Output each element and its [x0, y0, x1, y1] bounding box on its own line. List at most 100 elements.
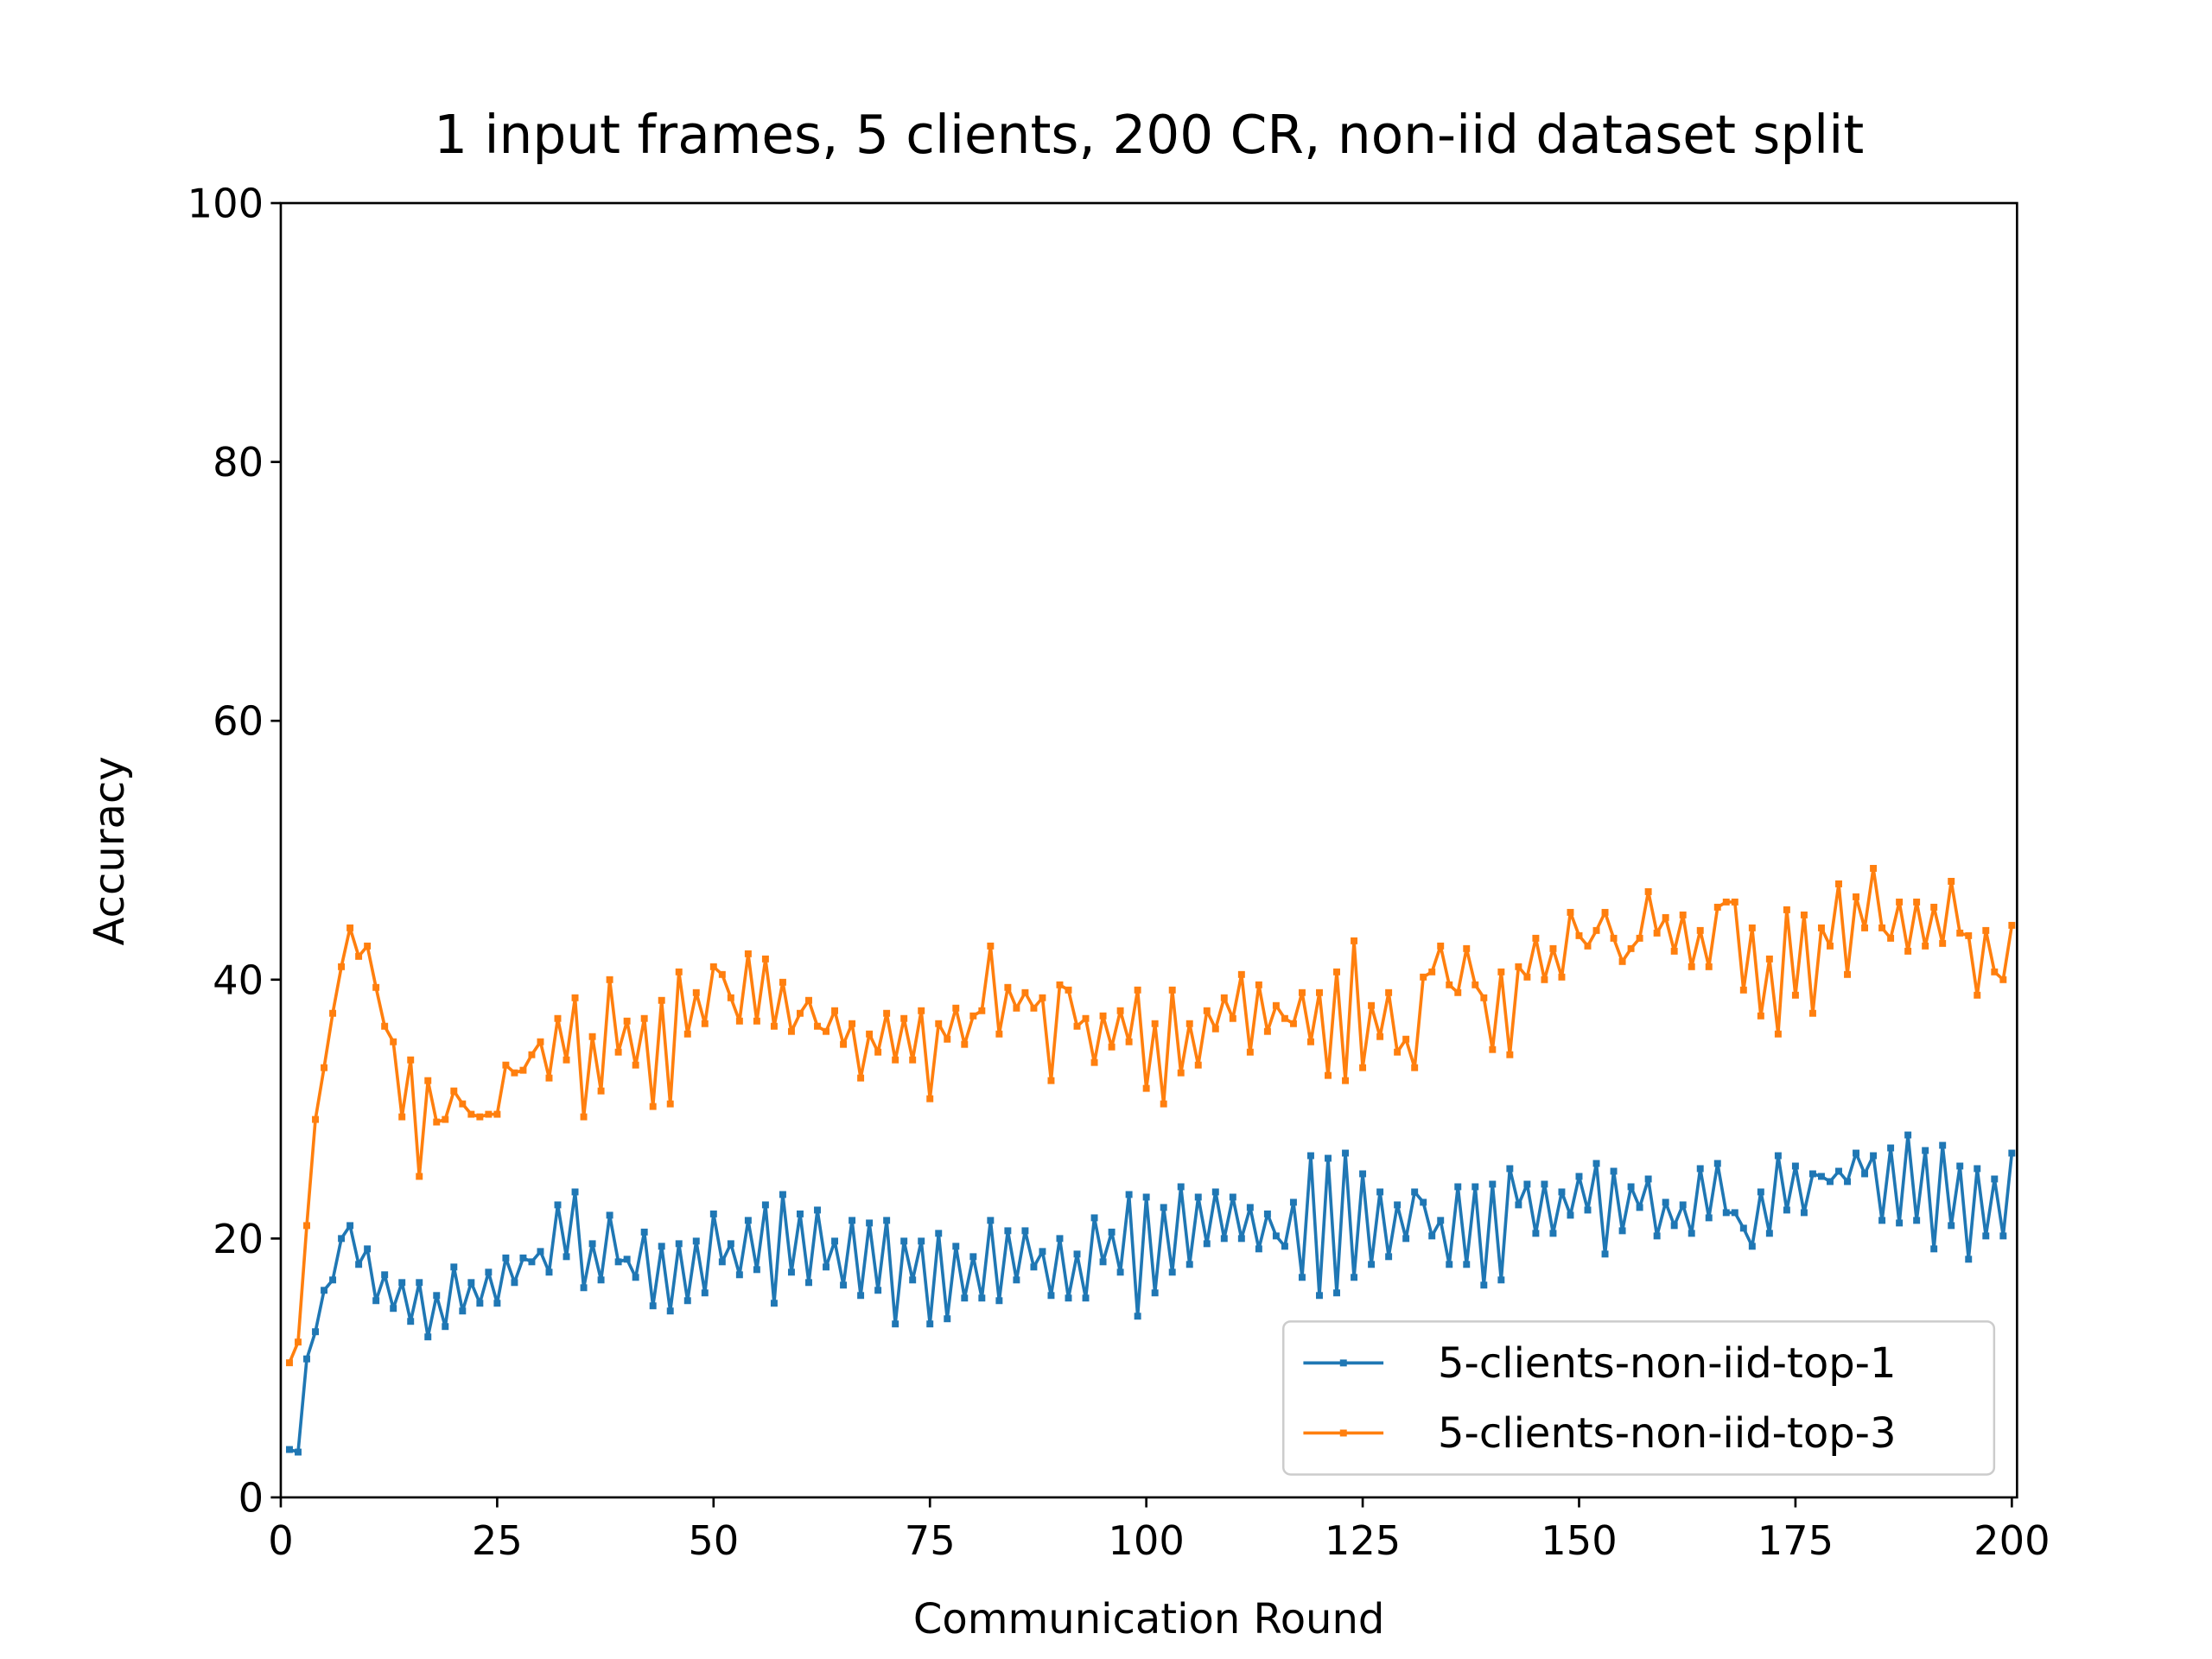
data-point	[1913, 1217, 1921, 1224]
series-line	[289, 1133, 2014, 1454]
data-point	[1515, 963, 1522, 970]
data-point	[675, 968, 683, 976]
data-point	[1592, 926, 1600, 934]
data-point	[1463, 1261, 1471, 1268]
y-tick-label: 80	[213, 439, 264, 486]
data-point	[692, 1237, 700, 1245]
x-tick-label: 200	[1974, 1517, 2050, 1564]
data-point	[1229, 1014, 1236, 1022]
data-point	[1082, 1014, 1090, 1022]
data-point	[1368, 1001, 1376, 1009]
data-point	[744, 950, 752, 957]
data-point	[1211, 1025, 1219, 1033]
data-point	[1342, 1077, 1350, 1084]
data-point	[683, 1030, 691, 1038]
data-point	[580, 1284, 588, 1292]
y-tick-label: 20	[213, 1216, 264, 1262]
data-point	[1584, 1206, 1592, 1214]
data-point	[814, 1022, 821, 1030]
data-point	[1991, 968, 1999, 976]
data-point	[857, 1074, 865, 1082]
data-point	[1844, 1178, 1851, 1185]
data-point	[1627, 1183, 1635, 1191]
data-point	[528, 1051, 536, 1058]
data-point	[1480, 1281, 1488, 1289]
data-point	[1679, 1201, 1687, 1209]
data-point	[658, 996, 665, 1004]
data-point	[1904, 1131, 1912, 1139]
data-point	[735, 1271, 743, 1279]
data-point	[1696, 1165, 1704, 1173]
data-point	[1835, 1167, 1842, 1175]
data-point	[623, 1017, 631, 1025]
data-point	[753, 1266, 760, 1274]
data-point	[329, 1009, 337, 1017]
data-point	[1618, 957, 1626, 965]
data-point	[1368, 1261, 1376, 1268]
data-point	[814, 1206, 821, 1214]
data-point	[1679, 911, 1687, 918]
data-point	[1965, 931, 1973, 939]
data-point	[1765, 955, 1773, 963]
data-point	[1515, 1201, 1522, 1209]
data-point	[1185, 1261, 1193, 1268]
data-point	[995, 1030, 1003, 1038]
data-point	[1090, 1214, 1098, 1222]
data-point	[718, 970, 726, 978]
data-point	[1688, 963, 1695, 970]
data-point	[614, 1258, 622, 1266]
data-point	[883, 1009, 891, 1017]
data-point	[1168, 986, 1176, 994]
data-point	[338, 963, 346, 970]
data-point	[1523, 1180, 1531, 1188]
data-point	[606, 1211, 613, 1219]
data-point	[823, 1027, 830, 1035]
data-point	[935, 1020, 943, 1027]
data-point	[1930, 1245, 1938, 1253]
data-point	[969, 1253, 977, 1261]
data-point	[1394, 1048, 1402, 1056]
data-point	[1601, 1250, 1609, 1258]
data-point	[1827, 1178, 1834, 1185]
data-point	[701, 1289, 709, 1297]
data-point	[450, 1263, 458, 1271]
data-point	[787, 1268, 795, 1276]
data-point	[1791, 1162, 1799, 1170]
data-point	[1376, 1188, 1384, 1196]
data-point	[381, 1271, 389, 1279]
data-point	[1991, 1175, 1999, 1183]
data-point	[969, 1012, 977, 1020]
data-point	[995, 1297, 1003, 1305]
data-point	[390, 1305, 397, 1313]
data-point	[1783, 1206, 1790, 1214]
data-point	[1670, 1222, 1678, 1230]
data-point	[407, 1056, 415, 1064]
data-point	[675, 1240, 683, 1248]
data-point	[1713, 1160, 1721, 1167]
legend-label: 5-clients-non-iid-top-1	[1438, 1339, 1897, 1388]
data-point	[1030, 1263, 1038, 1271]
data-point	[588, 1033, 596, 1040]
data-point	[1013, 1004, 1020, 1012]
data-point	[1939, 1141, 1947, 1149]
data-point	[1359, 1064, 1367, 1071]
data-point	[753, 1017, 760, 1025]
data-point	[2008, 921, 2016, 929]
data-point	[1575, 1173, 1583, 1180]
data-point	[1584, 942, 1592, 950]
data-point	[961, 1294, 969, 1302]
data-point	[398, 1113, 406, 1121]
data-point	[761, 1201, 769, 1209]
data-point	[338, 1235, 346, 1243]
data-point	[312, 1328, 320, 1336]
data-point	[883, 1217, 891, 1224]
data-point	[1376, 1033, 1384, 1040]
data-point	[926, 1095, 934, 1103]
data-point	[1731, 898, 1738, 906]
data-point	[1203, 1007, 1211, 1014]
data-point	[1325, 1071, 1332, 1079]
data-point	[1835, 880, 1842, 887]
data-point	[1065, 1294, 1072, 1302]
data-point	[1523, 973, 1531, 981]
data-point	[649, 1103, 657, 1110]
